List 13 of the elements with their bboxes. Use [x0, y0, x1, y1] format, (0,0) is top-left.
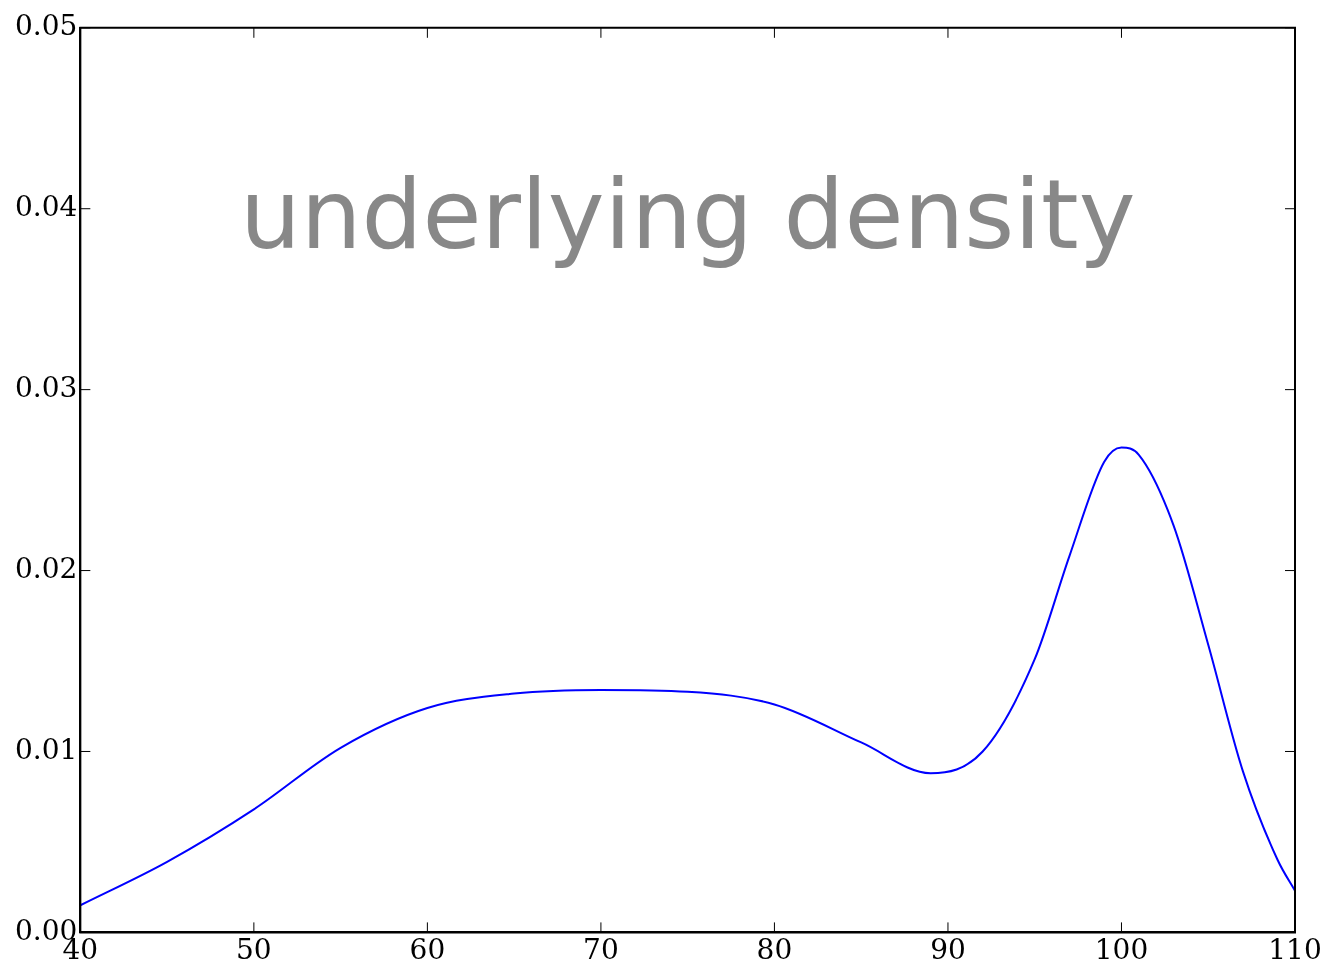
y-tick-label: 0.02 — [15, 551, 78, 585]
x-tick-label: 70 — [583, 933, 619, 967]
y-tick-label: 0.04 — [15, 190, 78, 223]
y-tick-label: 0.01 — [15, 732, 78, 766]
x-tick-label: 100 — [1094, 933, 1149, 967]
y-tick-label: 0.05 — [15, 9, 78, 43]
x-tick-label: 80 — [756, 933, 793, 967]
x-tick-label: 50 — [236, 933, 272, 967]
x-tick-label: 90 — [930, 933, 966, 967]
x-tick-label: 110 — [1268, 933, 1322, 967]
x-tick-label: 60 — [409, 933, 446, 967]
y-tick-label: 0.03 — [15, 370, 78, 404]
annotation: underlying density — [239, 158, 1136, 271]
